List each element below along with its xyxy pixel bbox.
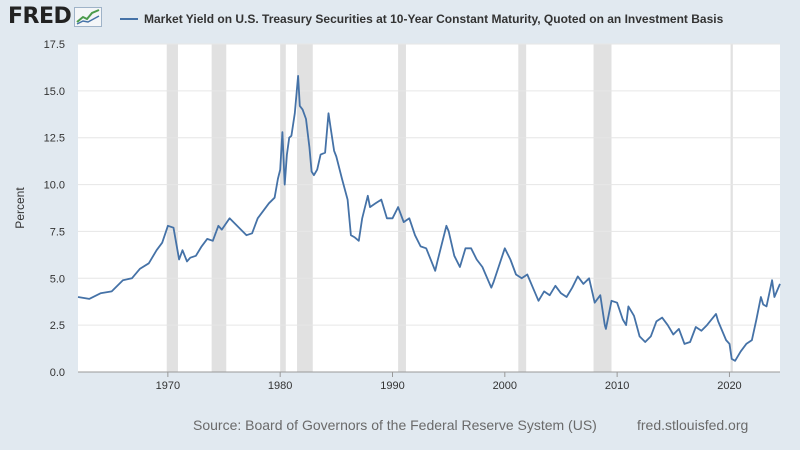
y-tick-label: 7.5 [50,226,65,238]
recession-band [166,44,178,372]
y-tick-label: 5.0 [50,273,65,285]
x-tick-label: 1990 [380,380,404,392]
source-note: Source: Board of Governors of the Federa… [193,417,597,433]
x-tick-label: 1970 [156,380,180,392]
recession-band [297,44,313,372]
plot-area [78,44,780,372]
x-tick-label: 2000 [493,380,517,392]
fred-logo-text: FRED [8,4,72,29]
x-tick-label: 2020 [717,380,741,392]
x-tick-label: 2010 [605,380,629,392]
x-tick-label: 1980 [268,380,292,392]
y-tick-label: 15.0 [44,86,65,98]
recession-band [593,44,612,372]
chart-legend[interactable]: Market Yield on U.S. Treasury Securities… [120,12,723,26]
legend-series-label: Market Yield on U.S. Treasury Securities… [144,12,724,26]
recession-band [518,44,527,372]
y-tick-label: 12.5 [44,133,65,145]
recession-band [211,44,227,372]
fred-logo[interactable]: FRED [8,4,103,29]
y-tick-label: 10.0 [44,180,65,192]
recession-band [730,44,733,372]
y-tick-label: 0.0 [50,367,65,379]
y-axis-label: Percent [13,187,27,229]
series-line [77,75,781,362]
y-tick-label: 2.5 [50,320,65,332]
legend-line-swatch [120,18,138,20]
trend-chart-icon [74,6,103,27]
recession-band [398,44,406,372]
y-tick-label: 17.5 [44,39,65,51]
recession-band [280,44,286,372]
site-link[interactable]: fred.stlouisfed.org [637,417,749,433]
